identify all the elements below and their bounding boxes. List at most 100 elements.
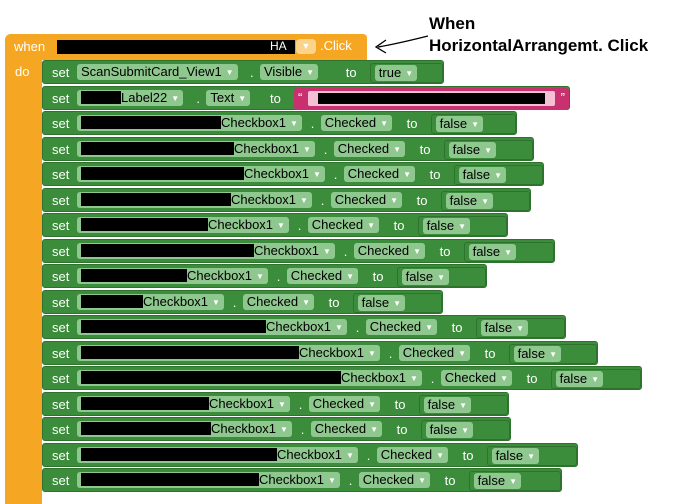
boolean-dropdown[interactable]: false ▼ <box>401 269 449 285</box>
chevron-down-icon: ▼ <box>405 69 414 78</box>
boolean-block[interactable]: false ▼ <box>453 165 543 185</box>
set-block[interactable]: set Checkbox1 ▼. Checked ▼ to false ▼ <box>42 238 555 263</box>
boolean-block[interactable]: false ▼ <box>417 216 507 236</box>
boolean-dropdown[interactable]: false ▼ <box>555 371 603 387</box>
set-block[interactable]: set Label22 ▼. Text ▼ to “” <box>42 85 570 110</box>
boolean-dropdown[interactable]: false ▼ <box>473 473 521 489</box>
boolean-block[interactable]: false ▼ <box>550 369 641 389</box>
boolean-value: false <box>426 218 455 233</box>
chevron-down-icon: ▼ <box>290 119 298 128</box>
boolean-block[interactable]: false ▼ <box>443 139 533 160</box>
component-dropdown[interactable]: Checkbox1 ▼ <box>77 217 289 233</box>
property-dropdown[interactable]: Checked ▼ <box>320 115 393 131</box>
component-dropdown[interactable]: Checkbox1 ▼ <box>77 319 347 335</box>
property-dropdown[interactable]: Checked ▼ <box>286 268 359 284</box>
event-component-dropdown[interactable]: ▼ <box>296 39 316 54</box>
set-block[interactable]: set Checkbox1 ▼. Checked ▼ to false ▼ <box>42 391 509 416</box>
boolean-block[interactable]: false ▼ <box>486 445 577 466</box>
boolean-block[interactable]: false ▼ <box>508 343 597 364</box>
text-value-field[interactable] <box>308 90 555 106</box>
boolean-dropdown[interactable]: false ▼ <box>445 192 493 209</box>
chevron-down-icon: ▼ <box>458 348 467 358</box>
set-block[interactable]: set Checkbox1 ▼. Checked ▼ to false ▼ <box>42 213 508 237</box>
set-block[interactable]: set Checkbox1 ▼. Checked ▼ to false ▼ <box>42 264 487 288</box>
property-dropdown[interactable]: Checked ▼ <box>307 217 380 233</box>
component-dropdown[interactable]: Checkbox1 ▼ <box>77 472 340 488</box>
property-dropdown[interactable]: Text ▼ <box>206 89 251 106</box>
component-dropdown[interactable]: Checkbox1 ▼ <box>77 242 335 259</box>
component-dropdown[interactable]: Checkbox1 ▼ <box>77 293 224 310</box>
boolean-block[interactable]: false ▼ <box>468 471 561 491</box>
boolean-dropdown[interactable]: false ▼ <box>468 243 516 260</box>
property-dropdown[interactable]: Checked ▼ <box>376 446 449 463</box>
component-dropdown[interactable]: Checkbox1 ▼ <box>77 268 268 284</box>
component-dropdown[interactable]: Checkbox1 ▼ <box>77 115 302 131</box>
boolean-block[interactable]: false ▼ <box>440 190 530 211</box>
boolean-dropdown[interactable]: false ▼ <box>425 422 473 438</box>
boolean-block[interactable]: true ▼ <box>369 63 443 83</box>
boolean-dropdown[interactable]: false ▼ <box>491 447 539 464</box>
set-block[interactable]: set Checkbox1 ▼. Checked ▼ to false ▼ <box>42 162 544 186</box>
set-block[interactable]: set Checkbox1 ▼. Checked ▼ to false ▼ <box>42 289 443 314</box>
boolean-block[interactable]: false ▼ <box>418 394 508 415</box>
set-block[interactable]: set Checkbox1 ▼. Checked ▼ to false ▼ <box>42 187 531 212</box>
set-block[interactable]: set Checkbox1 ▼. Checked ▼ to false ▼ <box>42 468 562 492</box>
property-dropdown[interactable]: Checked ▼ <box>358 472 431 488</box>
boolean-block[interactable]: false ▼ <box>430 114 516 134</box>
component-dropdown[interactable]: Checkbox1 ▼ <box>77 370 422 386</box>
boolean-dropdown[interactable]: false ▼ <box>458 167 506 183</box>
property-dropdown[interactable]: Checked ▼ <box>310 421 383 437</box>
component-dropdown[interactable]: ScanSubmitCard_View1 ▼ <box>77 64 238 80</box>
boolean-dropdown[interactable]: false ▼ <box>422 218 470 234</box>
set-block[interactable]: set Checkbox1 ▼. Checked ▼ to false ▼ <box>42 315 566 339</box>
event-block-body[interactable] <box>5 34 42 504</box>
property-dropdown[interactable]: Checked ▼ <box>440 370 513 386</box>
dot-separator: . <box>297 218 302 233</box>
set-block[interactable]: set Checkbox1 ▼. Checked ▼ to false ▼ <box>42 340 598 365</box>
chevron-down-icon: ▼ <box>437 273 445 282</box>
property-dropdown[interactable]: Checked ▼ <box>353 242 426 259</box>
set-block[interactable]: set Checkbox1 ▼. Checked ▼ to false ▼ <box>42 136 534 161</box>
property-name: Visible <box>264 64 303 79</box>
component-dropdown[interactable]: Checkbox1 ▼ <box>77 344 380 361</box>
boolean-value: false <box>495 447 524 463</box>
boolean-block[interactable]: false ▼ <box>475 318 565 338</box>
property-dropdown[interactable]: Checked ▼ <box>343 166 416 182</box>
boolean-block[interactable]: false ▼ <box>463 241 554 262</box>
set-block[interactable]: set Checkbox1 ▼. Checked ▼ to false ▼ <box>42 442 578 467</box>
property-dropdown[interactable]: Checked ▼ <box>333 140 406 157</box>
boolean-dropdown[interactable]: false ▼ <box>513 345 561 362</box>
component-dropdown[interactable]: Checkbox1 ▼ <box>77 191 312 208</box>
redacted-component-prefix <box>81 192 231 206</box>
boolean-dropdown[interactable]: true ▼ <box>374 65 418 81</box>
boolean-dropdown[interactable]: false ▼ <box>480 320 528 336</box>
component-dropdown[interactable]: Checkbox1 ▼ <box>77 395 290 412</box>
set-block[interactable]: set Checkbox1 ▼. Checked ▼ to false ▼ <box>42 111 517 135</box>
component-dropdown[interactable]: Checkbox1 ▼ <box>77 446 358 463</box>
boolean-dropdown[interactable]: false ▼ <box>423 396 471 413</box>
property-name: Checked <box>334 191 387 207</box>
component-dropdown[interactable]: Checkbox1 ▼ <box>77 140 315 157</box>
property-dropdown[interactable]: Checked ▼ <box>330 191 403 208</box>
open-quote-icon: “ <box>298 89 303 105</box>
boolean-block[interactable]: false ▼ <box>352 292 442 313</box>
to-keyword: to <box>396 422 408 437</box>
property-dropdown[interactable]: Checked ▼ <box>398 344 471 361</box>
boolean-dropdown[interactable]: false ▼ <box>357 294 405 311</box>
set-block[interactable]: set Checkbox1 ▼. Checked ▼ to false ▼ <box>42 417 511 441</box>
property-dropdown[interactable]: Checked ▼ <box>242 293 315 310</box>
boolean-block[interactable]: false ▼ <box>396 267 486 287</box>
component-dropdown[interactable]: Label22 ▼ <box>77 89 184 106</box>
component-dropdown[interactable]: Checkbox1 ▼ <box>77 421 292 437</box>
set-block[interactable]: set ScanSubmitCard_View1 ▼. Visible ▼ to true ▼ <box>42 60 444 84</box>
property-dropdown[interactable]: Checked ▼ <box>308 395 381 412</box>
text-string-block[interactable]: “” <box>294 87 569 110</box>
component-dropdown[interactable]: Checkbox1 ▼ <box>77 166 325 182</box>
set-keyword: set <box>52 167 70 182</box>
boolean-dropdown[interactable]: false ▼ <box>448 141 496 158</box>
set-block[interactable]: set Checkbox1 ▼. Checked ▼ to false ▼ <box>42 366 642 390</box>
property-dropdown[interactable]: Checked ▼ <box>365 319 438 335</box>
boolean-dropdown[interactable]: false ▼ <box>435 116 483 132</box>
boolean-block[interactable]: false ▼ <box>420 420 510 440</box>
property-dropdown[interactable]: Visible ▼ <box>260 64 318 80</box>
